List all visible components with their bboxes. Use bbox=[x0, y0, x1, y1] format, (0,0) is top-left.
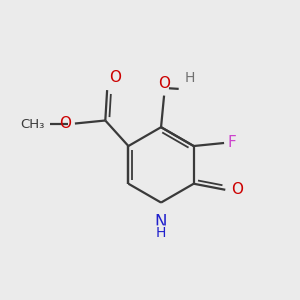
Text: O: O bbox=[110, 70, 122, 85]
Text: CH₃: CH₃ bbox=[21, 118, 45, 131]
Text: O: O bbox=[231, 182, 243, 197]
Text: O: O bbox=[59, 116, 71, 131]
Text: N: N bbox=[154, 213, 167, 231]
Text: H: H bbox=[184, 71, 194, 85]
Text: O: O bbox=[158, 76, 170, 91]
Text: H: H bbox=[155, 226, 166, 240]
Text: F: F bbox=[228, 136, 236, 151]
